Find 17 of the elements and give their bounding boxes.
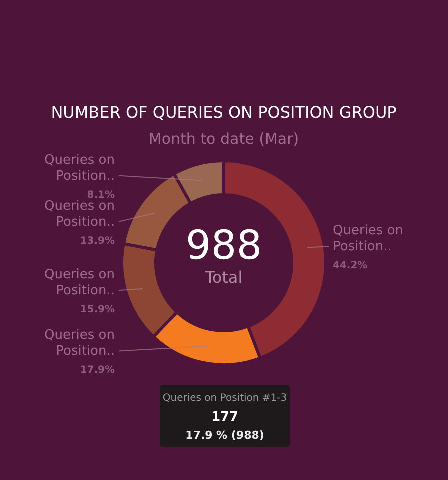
- data-label: 15.9%: [80, 304, 115, 316]
- data-label: 8.1%: [87, 190, 115, 201]
- text: Queries on Position #1-3: [162, 393, 288, 404]
- data-label: 44.2%: [333, 260, 368, 272]
- slice-label: Queries on Position..: [44, 268, 115, 299]
- data-label: 13.9%: [80, 236, 115, 247]
- slice-label: Queries on Position..: [44, 152, 115, 184]
- chart-subtitle: Month to date (Mar): [148, 130, 300, 148]
- slice-label: Queries on Position..: [44, 328, 115, 360]
- text: 17.9 % (988): [186, 429, 264, 442]
- text: 988: [186, 223, 262, 269]
- chart-title: NUMBER OF QUERIES ON POSITION GROUP: [51, 103, 398, 122]
- text: Total: [204, 268, 243, 287]
- slice-label: Queries on Position..: [44, 198, 115, 230]
- data-label: 17.9%: [80, 365, 115, 376]
- text: 177: [211, 410, 239, 425]
- slice-label: Queries on Position..: [333, 224, 404, 255]
